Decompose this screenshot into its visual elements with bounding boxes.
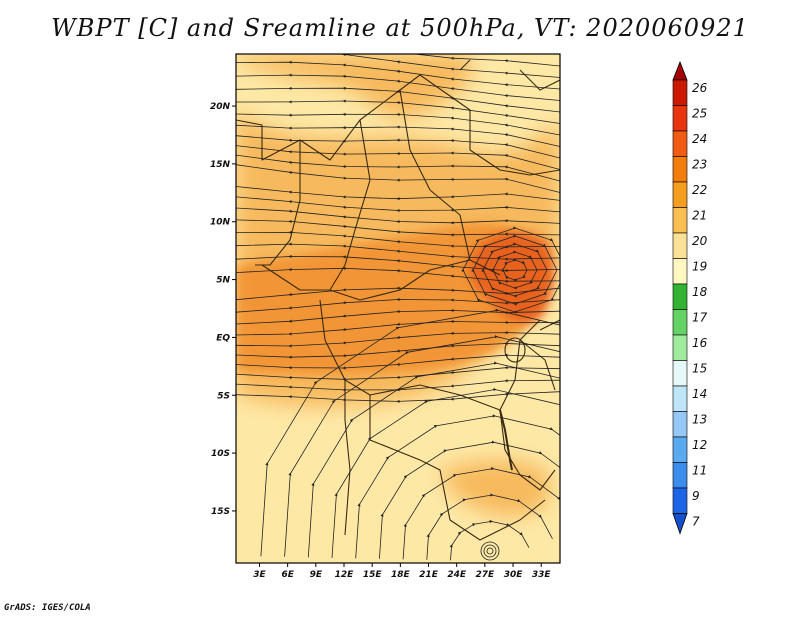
colorbar-label: 7 [692, 515, 700, 529]
colorbar-label: 14 [692, 387, 707, 401]
map-frame [235, 53, 561, 564]
latitude-axis: 20N 15N 10N 5N EQ 5S 10S 15S [210, 102, 236, 517]
lon-label: 24E [447, 570, 467, 580]
colorbar-segment [672, 334, 688, 361]
colorbar-segment [672, 79, 688, 106]
colorbar-label: 20 [692, 234, 708, 248]
colorbar-segment [672, 360, 688, 387]
grads-credit: GrADS: IGES/COLA [4, 603, 91, 613]
colorbar-label: 9 [692, 489, 700, 503]
colorbar-label: 22 [692, 183, 707, 197]
lon-label: 30E [504, 570, 524, 580]
colorbar-segment [672, 105, 688, 132]
colorbar-label: 11 [692, 464, 707, 478]
colorbar-segment [672, 258, 688, 285]
colorbar-segment [672, 462, 688, 489]
colorbar-label: 23 [692, 158, 707, 172]
colorbar-segment [672, 207, 688, 234]
lat-label: 10S [211, 449, 230, 459]
colorbar-segment [672, 130, 688, 157]
lon-label: 15E [363, 570, 383, 580]
colorbar-max-arrow [672, 60, 688, 81]
lat-label: 15S [211, 507, 230, 517]
lat-label: EQ [216, 333, 230, 343]
colorbar-segment [672, 436, 688, 463]
lon-label: 6E [281, 570, 294, 580]
colorbar-min-arrow [672, 513, 688, 535]
colorbar-segment [672, 309, 688, 336]
colorbar-label: 15 [692, 362, 707, 376]
colorbar-segment [672, 411, 688, 438]
colorbar-segment [672, 232, 688, 259]
colorbar-label: 18 [692, 285, 708, 299]
colorbar-segment [672, 181, 688, 208]
colorbar-label: 13 [692, 413, 707, 427]
longitude-axis: 3E 6E 9E 12E 15E 18E 21E 24E 27E 30E 33E [253, 563, 551, 580]
lon-label: 3E [253, 570, 266, 580]
streamlines [236, 54, 560, 561]
colorbar-label: 24 [692, 132, 707, 146]
colorbar-label: 26 [692, 81, 708, 95]
map-panel [236, 54, 560, 563]
chart-title: WBPT [C] and Sreamline at 500hPa, VT: 20… [51, 14, 749, 42]
lat-label: 20N [210, 102, 231, 112]
lon-label: 33E [532, 570, 552, 580]
colorbar-label: 19 [692, 260, 707, 274]
lat-label: 5N [216, 276, 230, 286]
colorbar-label: 16 [692, 336, 708, 350]
lon-label: 18E [391, 570, 411, 580]
colorbar-label: 12 [692, 438, 707, 452]
colorbar-segment [672, 385, 688, 412]
colorbar-label: 21 [692, 209, 707, 223]
lon-label: 9E [310, 570, 323, 580]
lat-label: 10N [210, 218, 231, 228]
lon-label: 21E [419, 570, 439, 580]
colorbar-label: 25 [692, 107, 707, 121]
lon-label: 27E [476, 570, 496, 580]
lon-label: 12E [335, 570, 355, 580]
lat-label: 15N [210, 160, 231, 170]
colorbar-segment [672, 156, 688, 183]
colorbar-segment [672, 283, 688, 310]
lat-label: 5S [217, 391, 230, 401]
colorbar-segment [672, 487, 688, 514]
colorbar-legend: 26 25 24 23 22 21 20 19 18 17 16 15 14 13 12 11 9 7 [672, 60, 708, 535]
colorbar-label: 17 [692, 311, 708, 325]
